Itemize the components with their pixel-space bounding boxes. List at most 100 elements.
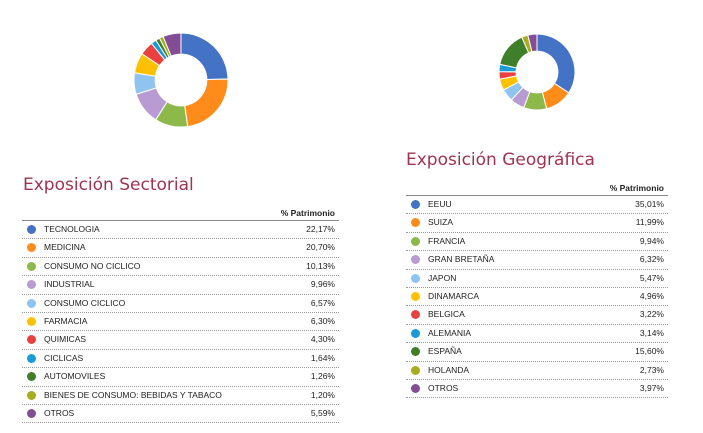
legend-swatch (411, 347, 420, 357)
sector-legend-row: FARMACIA 6,30% (22, 313, 339, 332)
geo-legend-row: SUIZA 11,99% (406, 214, 668, 233)
legend-label: SUIZA (428, 217, 454, 228)
legend-label: BELGICA (428, 309, 465, 320)
legend-label: AUTOMOVILES (44, 371, 106, 382)
legend-value: 6,57% (310, 297, 335, 308)
legend-swatch (27, 335, 36, 345)
legend-swatch (27, 372, 36, 382)
legend-swatch (27, 298, 36, 308)
legend-swatch (411, 236, 420, 246)
legend-value: 3,97% (639, 382, 664, 393)
legend-label: CICLICAS (44, 352, 84, 363)
geo-legend-row: JAPON 5,47% (406, 270, 668, 288)
sector-legend-row: CONSUMO NO CICLICO 10,13% (22, 258, 339, 277)
legend-value: 9,94% (639, 235, 664, 246)
sector-legend-row: BIENES DE CONSUMO: BEBIDAS Y TABACO 1,20% (22, 387, 339, 405)
geo-legend-row: OTROS 3,97% (406, 380, 668, 399)
legend-swatch (27, 225, 36, 234)
legend-value: 3,14% (639, 327, 664, 338)
legend-label: INDUSTRIAL (44, 279, 95, 290)
sector-legend-row: QUIMICAS 4,30% (22, 331, 339, 350)
legend-swatch (27, 390, 36, 400)
sector-legend-row: CONSUMO CICLICO 6,57% (22, 295, 339, 313)
legend-swatch (27, 261, 36, 271)
sector-legend-row: AUTOMOVILES 1,26% (22, 368, 339, 387)
legend-value: 10,13% (306, 260, 335, 271)
legend-value: 20,70% (306, 242, 335, 253)
sector-chart-title: Exposición Sectorial (23, 175, 194, 195)
legend-swatch (411, 328, 420, 338)
legend-label: JAPON (428, 272, 457, 283)
legend-label: OTROS (428, 382, 459, 393)
legend-value: 11,99% (635, 217, 664, 228)
geo-donut-chart (498, 33, 576, 111)
sector-legend-row: CICLICAS 1,64% (22, 350, 339, 369)
sector-legend-row: INDUSTRIAL 9,96% (22, 276, 339, 295)
sector-slice (184, 78, 229, 128)
legend-swatch (27, 353, 36, 363)
legend-label: QUIMICAS (44, 334, 87, 345)
legend-label: EEUU (428, 199, 452, 209)
sector-legend-table: % Patrimonio TECNOLOGIA 22,17% MEDICINA 20,… (22, 206, 339, 424)
legend-value: 35,01% (635, 199, 664, 209)
legend-value: 5,47% (639, 272, 664, 283)
sector-legend-row: OTROS 5,59% (22, 405, 339, 424)
geo-legend-row: ESPAÑA 15,60% (406, 343, 668, 362)
geo-legend-row: EEUU 35,01% (406, 196, 668, 215)
sector-value-header: % Patrimonio (22, 206, 339, 221)
legend-label: CONSUMO CICLICO (44, 297, 126, 308)
sector-donut-chart (133, 32, 229, 128)
legend-value: 5,59% (310, 407, 335, 418)
legend-swatch (27, 408, 36, 418)
legend-label: ESPAÑA (428, 346, 462, 357)
legend-value: 4,96% (639, 290, 664, 301)
legend-label: BIENES DE CONSUMO: BEBIDAS Y TABACO (44, 389, 222, 400)
legend-label: CONSUMO NO CICLICO (44, 260, 141, 271)
geo-slice (527, 33, 538, 53)
legend-value: 9,96% (310, 279, 335, 290)
legend-label: GRAN BRETAÑA (428, 254, 495, 265)
legend-value: 6,32% (639, 254, 664, 265)
geo-legend-row: DINAMARCA 4,96% (406, 288, 668, 307)
legend-swatch (411, 291, 420, 301)
sector-slice (180, 32, 229, 80)
legend-value: 1,26% (310, 371, 335, 382)
legend-label: MEDICINA (44, 242, 86, 253)
legend-label: FARMACIA (44, 315, 88, 326)
legend-swatch (411, 383, 420, 393)
legend-label: TECNOLOGIA (44, 224, 100, 234)
geo-legend-row: GRAN BRETAÑA 6,32% (406, 251, 668, 270)
legend-value: 1,20% (310, 389, 335, 400)
legend-label: OTROS (44, 407, 75, 418)
geo-legend-row: FRANCIA 9,94% (406, 233, 668, 252)
legend-swatch (411, 310, 420, 320)
legend-swatch (27, 316, 36, 326)
sector-slice (162, 32, 182, 57)
legend-label: FRANCIA (428, 235, 466, 246)
legend-swatch (27, 243, 36, 253)
legend-swatch (411, 273, 420, 283)
legend-label: DINAMARCA (428, 290, 480, 301)
legend-value: 2,73% (639, 364, 664, 375)
geo-value-header: % Patrimonio (406, 181, 668, 196)
legend-swatch (411, 218, 420, 228)
geo-legend-row: ALEMANIA 3,14% (406, 325, 668, 344)
legend-value: 15,60% (635, 346, 664, 357)
legend-value: 6,30% (310, 315, 335, 326)
legend-value: 3,22% (639, 309, 664, 320)
legend-swatch (411, 200, 420, 209)
geo-chart-title: Exposición Geográfica (406, 150, 595, 170)
sector-legend-row: MEDICINA 20,70% (22, 239, 339, 258)
legend-value: 1,64% (310, 352, 335, 363)
legend-swatch (411, 255, 420, 265)
legend-swatch (27, 280, 36, 290)
legend-label: ALEMANIA (428, 327, 471, 338)
sector-legend-row: TECNOLOGIA 22,17% (22, 221, 339, 240)
legend-value: 22,17% (306, 224, 335, 234)
geo-legend-table: % Patrimonio EEUU 35,01% SUIZA 11,99% FRANCI… (406, 181, 668, 399)
geo-legend-row: BELGICA 3,22% (406, 306, 668, 325)
geo-legend-row: HOLANDA 2,73% (406, 362, 668, 380)
legend-label: HOLANDA (428, 364, 470, 375)
legend-swatch (411, 365, 420, 375)
legend-value: 4,30% (310, 334, 335, 345)
